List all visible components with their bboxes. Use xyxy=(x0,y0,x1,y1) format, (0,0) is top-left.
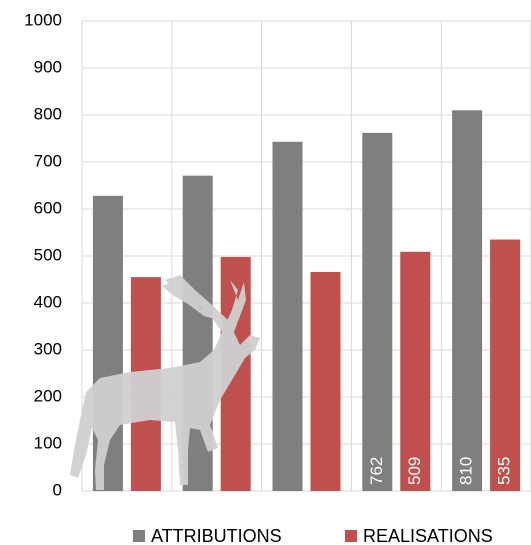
y-tick-label: 1000 xyxy=(24,10,62,29)
y-tick-label: 0 xyxy=(53,480,62,499)
value-label: 810 xyxy=(457,457,476,485)
y-tick-label: 900 xyxy=(34,57,62,76)
legend-swatch xyxy=(345,530,357,542)
bar xyxy=(272,141,303,492)
y-tick-label: 100 xyxy=(34,433,62,452)
deer-silhouette xyxy=(70,275,260,490)
bar xyxy=(362,132,393,492)
bar xyxy=(490,239,521,491)
bar xyxy=(452,110,483,492)
y-tick-label: 500 xyxy=(34,245,62,264)
y-tick-label: 400 xyxy=(34,292,62,311)
bar xyxy=(310,271,341,491)
value-label: 509 xyxy=(405,457,424,485)
legend-label: ATTRIBUTIONS xyxy=(151,526,282,545)
y-tick-label: 300 xyxy=(34,339,62,358)
legend-label: REALISATIONS xyxy=(363,526,493,545)
y-tick-label: 600 xyxy=(34,198,62,217)
y-tick-label: 200 xyxy=(34,386,62,405)
legend-swatch xyxy=(133,530,145,542)
y-tick-label: 800 xyxy=(34,104,62,123)
y-tick-label: 700 xyxy=(34,151,62,170)
value-label: 762 xyxy=(367,457,386,485)
value-label: 535 xyxy=(495,457,514,485)
bar xyxy=(400,251,431,491)
